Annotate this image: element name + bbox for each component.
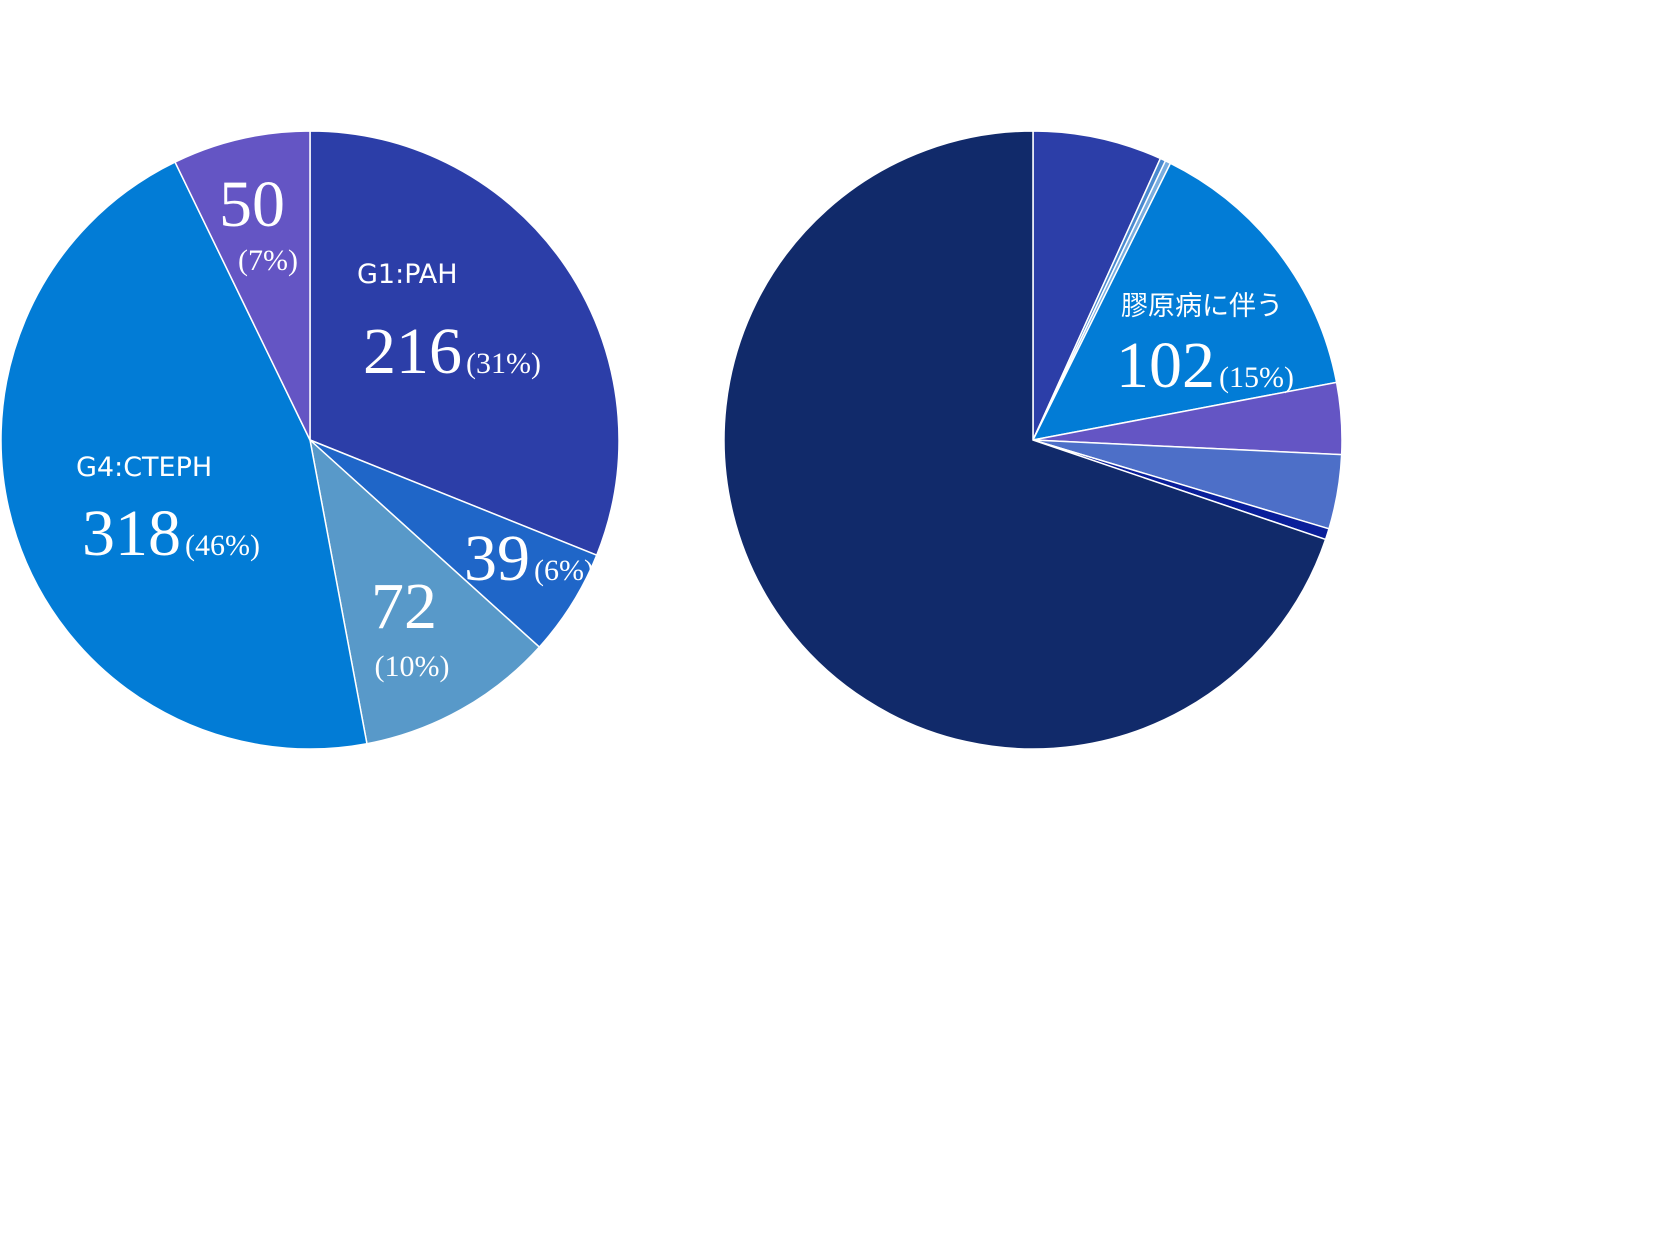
pie-slice [308,437,541,745]
slice-value: 216 [363,315,462,388]
slice-category: G1:PAH [357,259,458,290]
pie [723,130,1343,750]
slice-percent: (6%) [534,554,594,587]
slice-value: 102 [1116,329,1215,402]
pie-slice [174,130,311,441]
pie-slice [309,130,620,557]
slice-value-label: 39 (6%) [464,522,594,595]
slice-percent: (46%) [185,529,260,562]
slice-value-label: 72 [371,570,437,643]
slice-category: G4:CTEPH [76,452,212,483]
slice-value-label: 50 [219,168,285,241]
slice-percent: (10%) [375,650,450,683]
pie-slice [1031,162,1338,442]
slice-value-label: 318 (46%) [82,497,260,570]
slice-value: 72 [371,570,437,643]
slice-percent: (31%) [466,347,541,380]
slice-value-label: 102 (15%) [1116,329,1294,402]
pie-slice [0,161,368,750]
pie-slice [723,130,1327,750]
slice-value: 39 [464,522,530,595]
slice-value: 50 [219,168,285,241]
slice-value: 318 [82,497,181,570]
pie-slice [1032,130,1162,441]
slice-value-label: 216 (31%) [363,315,541,388]
slice-category: 膠原病に伴う [1121,291,1283,322]
pie [0,130,620,750]
slice-percent: (7%) [238,244,298,277]
slice-percent: (15%) [1219,361,1294,394]
